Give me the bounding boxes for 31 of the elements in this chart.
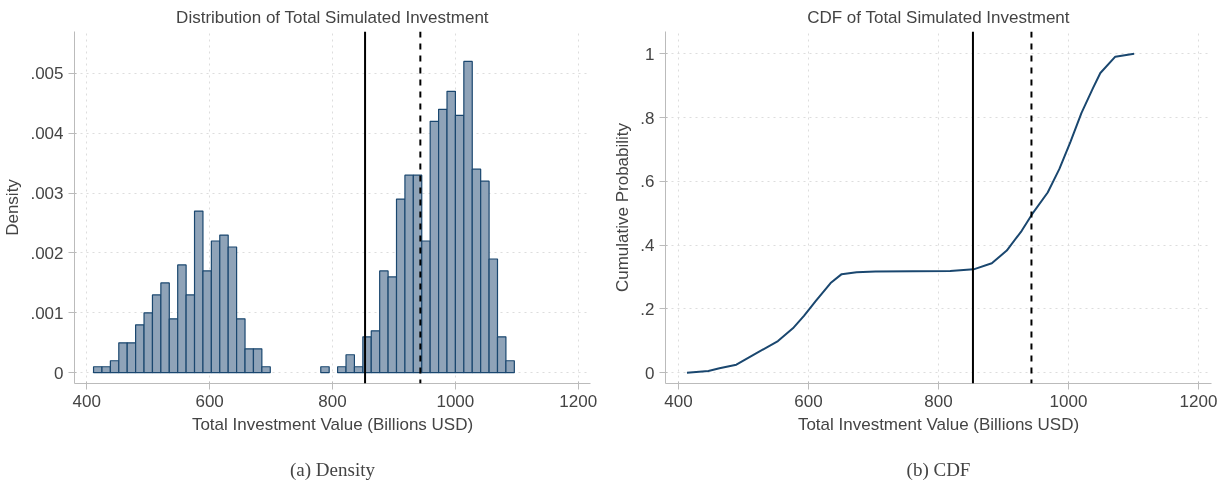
x-tick-label: 600 — [794, 391, 823, 411]
x-tick-label: 800 — [318, 391, 347, 411]
y-tick-label: .004 — [30, 124, 64, 144]
line-series — [685, 52, 1136, 374]
y-tick-label: .005 — [30, 64, 64, 84]
y-tick-label: .4 — [640, 236, 655, 256]
y-axis-title: Cumulative Probability — [613, 122, 633, 293]
x-tick-label: 600 — [195, 391, 224, 411]
y-tick-label: .001 — [30, 303, 64, 323]
x-tick-label: 400 — [72, 391, 101, 411]
x-tick-label: 1200 — [1179, 391, 1218, 411]
chart-title: CDF of Total Simulated Investment — [807, 7, 1070, 27]
x-tick-label: 800 — [924, 391, 953, 411]
y-tick-label: .2 — [640, 299, 655, 319]
text: (b) CDF — [906, 458, 971, 481]
y-tick-label: .003 — [30, 184, 64, 204]
x-axis-title: Total Investment Value (Billions USD) — [191, 414, 474, 434]
chart-title: Distribution of Total Simulated Investment — [176, 7, 489, 27]
y-tick-label: .8 — [640, 108, 655, 128]
x-axis-title: Total Investment Value (Billions USD) — [797, 414, 1080, 434]
y-tick-label: .6 — [640, 172, 655, 192]
y-tick-label: 0 — [54, 363, 64, 383]
y-axis-title: Density — [3, 178, 23, 236]
x-tick-label: 1000 — [1049, 391, 1088, 411]
text: (a) Density — [290, 458, 376, 481]
x-tick-label: 1000 — [436, 391, 475, 411]
x-tick-label: 400 — [664, 391, 693, 411]
y-tick-label: .002 — [30, 244, 64, 263]
x-tick-label: 1200 — [559, 391, 598, 411]
y-tick-label: 0 — [645, 363, 655, 383]
y-tick-label: 1 — [645, 44, 655, 64]
